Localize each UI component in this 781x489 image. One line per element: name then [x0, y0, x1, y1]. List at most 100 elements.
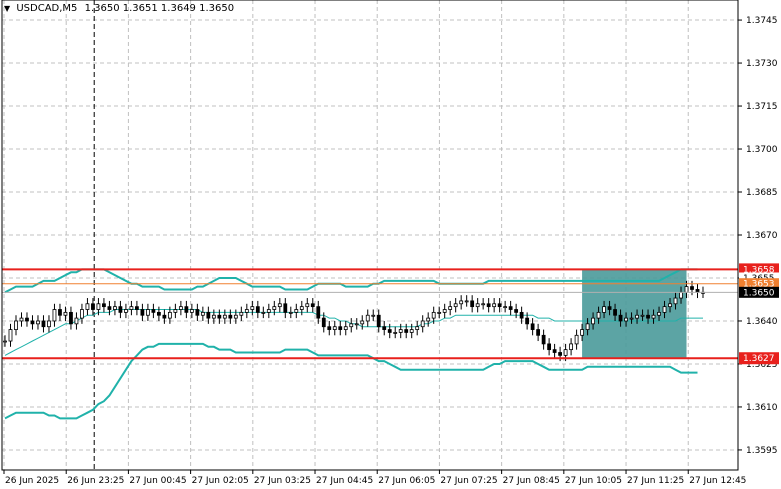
candle-body [184, 306, 189, 313]
candle-body [283, 303, 288, 313]
candles [3, 280, 705, 362]
candle-body [272, 306, 277, 310]
x-tick-label: 26 Jun 23:25 [67, 476, 124, 486]
candle-body [129, 306, 134, 310]
candle-body [102, 303, 106, 308]
candle-body [624, 317, 628, 322]
candle-body [475, 303, 480, 308]
candle-body [91, 303, 95, 310]
candle-body [343, 326, 348, 330]
candle-body [541, 334, 546, 345]
candle-body [200, 311, 205, 316]
candle-body [135, 306, 139, 310]
candle-body [250, 306, 255, 310]
candle-body [288, 311, 293, 314]
candle-body [239, 311, 244, 316]
dropdown-triangle-icon[interactable]: ▼ [4, 4, 11, 13]
candle-body [398, 329, 403, 333]
price-tag-label: 1.3653 [743, 280, 775, 290]
price-tag-label: 1.3650 [743, 288, 775, 298]
candle-body [156, 311, 161, 316]
y-tick-label: 1.3625 [746, 360, 778, 370]
candle-body [481, 303, 486, 306]
bb-upper-line [4, 268, 698, 294]
candle-body [371, 314, 376, 317]
candle-body [206, 311, 211, 319]
candle-body [420, 320, 425, 328]
y-tick-label: 1.3610 [746, 403, 778, 413]
candle-body [310, 303, 315, 308]
candle-body [124, 309, 128, 313]
candle-body [519, 311, 524, 319]
candle-body [486, 303, 491, 308]
candle-body [173, 309, 178, 313]
price-level-label: 1.3627 [743, 354, 775, 364]
candle-body [167, 311, 172, 319]
candle-body [547, 343, 552, 351]
candle-body [41, 320, 46, 328]
y-tick-label: 1.3745 [746, 16, 778, 26]
candle-body [255, 306, 260, 313]
candle-body [85, 303, 90, 310]
candle-body [244, 309, 249, 313]
candle-body [657, 311, 661, 316]
candle-body [47, 320, 51, 328]
candle-body [409, 329, 414, 333]
y-tick-label: 1.3700 [746, 145, 778, 155]
candle-body [25, 317, 29, 322]
candle-body [508, 306, 513, 310]
candle-body [651, 314, 656, 319]
candle-body [591, 317, 595, 325]
candle-body [316, 306, 321, 319]
candle-body [376, 314, 381, 328]
candle-body [464, 300, 469, 303]
candle-body [63, 311, 68, 316]
candle-body [80, 309, 84, 319]
x-tick-label: 27 Jun 02:05 [192, 476, 249, 486]
chart-header: ▼ USDCAD,M5 1.3650 1.3651 1.3649 1.3650 [4, 3, 234, 14]
candle-body [679, 291, 683, 299]
x-tick-label: 27 Jun 06:05 [378, 476, 435, 486]
candle-body [217, 314, 222, 319]
candle-body [118, 306, 123, 313]
candle-body [618, 314, 623, 322]
candle-body [36, 320, 40, 325]
candle-body [448, 306, 453, 310]
candle-body [261, 311, 266, 314]
price-level-tag [739, 352, 779, 365]
candle-body [580, 329, 584, 336]
candle-body [387, 329, 392, 333]
y-tick-label: 1.3730 [746, 59, 778, 69]
candle-body [453, 303, 458, 308]
candle-body [459, 300, 464, 305]
candle-body [415, 326, 420, 330]
candle-body [96, 303, 101, 310]
candle-body [563, 349, 568, 356]
candle-body [338, 326, 343, 330]
candle-body [536, 329, 541, 336]
candle-body [8, 329, 13, 342]
candle-body [58, 309, 62, 316]
candle-body [629, 317, 634, 320]
candle-body [646, 314, 650, 319]
candle-body [145, 309, 150, 316]
chart-grid [2, 0, 738, 470]
candle-body [321, 317, 326, 328]
x-tick-label: 27 Jun 08:45 [503, 476, 560, 486]
candle-body [178, 306, 183, 310]
candle-body [574, 334, 579, 345]
candle-body [530, 323, 535, 330]
x-tick-label: 27 Jun 11:25 [627, 476, 684, 486]
candle-body [404, 329, 409, 333]
price-level-label: 1.3658 [743, 265, 775, 275]
candle-body [140, 309, 145, 316]
price-levels[interactable] [2, 268, 738, 360]
y-tick-label: 1.3595 [746, 446, 778, 456]
candle-body [382, 326, 387, 330]
x-tick-label: 27 Jun 00:45 [129, 476, 186, 486]
candle-body [294, 309, 299, 313]
candle-body [684, 286, 689, 293]
candle-body [437, 311, 442, 314]
candle-body [569, 343, 573, 351]
